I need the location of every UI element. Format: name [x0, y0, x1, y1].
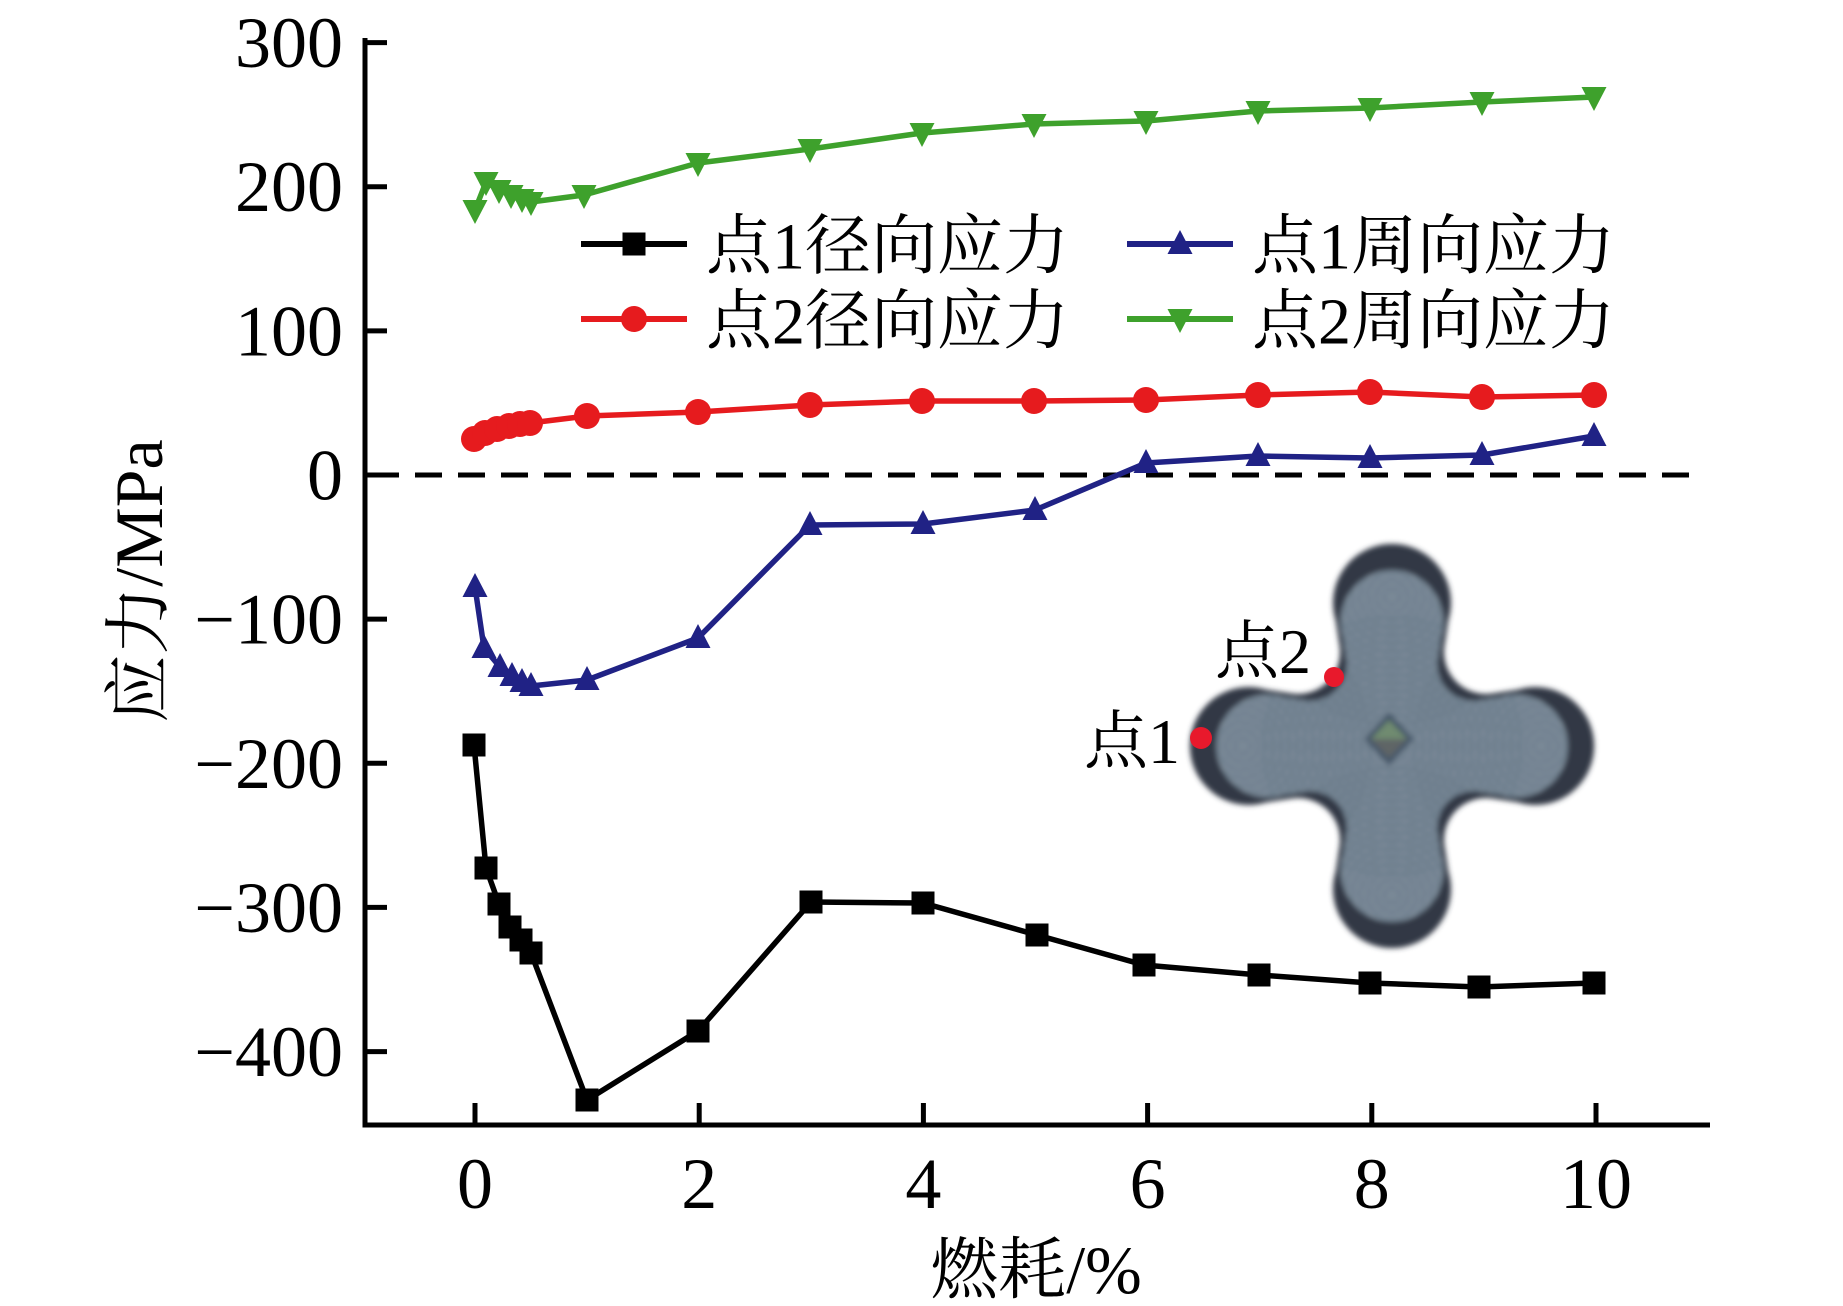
svg-text:1: 1: [1148, 706, 1180, 777]
svg-text:10: 10: [1560, 1144, 1632, 1224]
svg-text:200: 200: [235, 147, 343, 227]
svg-text:1: 1: [1318, 210, 1351, 283]
svg-text:2: 2: [1318, 285, 1351, 358]
svg-text:6: 6: [1130, 1144, 1166, 1224]
svg-text:2: 2: [772, 285, 805, 358]
svg-text:300: 300: [235, 3, 343, 83]
svg-text:−300: −300: [194, 868, 343, 948]
svg-text:−200: −200: [194, 724, 343, 804]
svg-text:/%: /%: [1066, 1232, 1142, 1306]
svg-text:0: 0: [307, 436, 343, 516]
svg-text:8: 8: [1354, 1144, 1390, 1224]
svg-text:0: 0: [457, 1144, 493, 1224]
svg-text:−100: −100: [194, 580, 343, 660]
svg-text:/MPa: /MPa: [101, 439, 177, 586]
svg-text:100: 100: [235, 291, 343, 371]
svg-text:1: 1: [772, 210, 805, 283]
svg-text:2: 2: [1279, 616, 1311, 687]
svg-text:2: 2: [681, 1144, 717, 1224]
svg-text:−400: −400: [194, 1012, 343, 1092]
svg-text:4: 4: [905, 1144, 941, 1224]
